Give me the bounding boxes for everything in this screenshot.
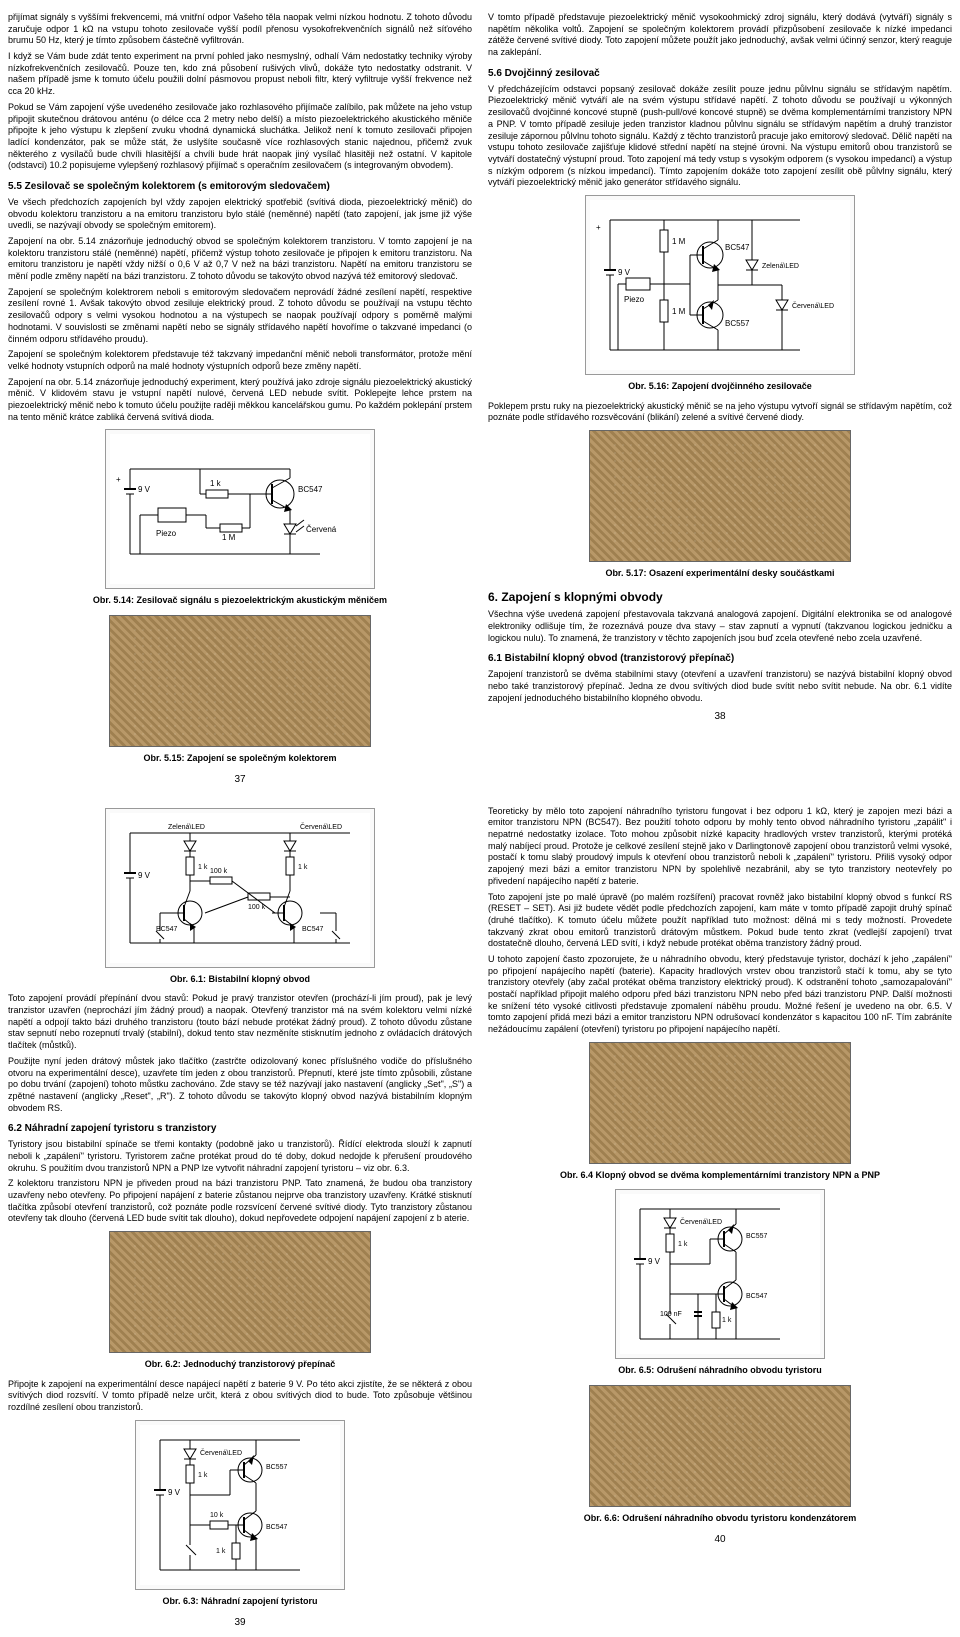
svg-text:1 M: 1 M xyxy=(672,307,686,316)
svg-text:10 k: 10 k xyxy=(210,1512,224,1519)
svg-text:1 k: 1 k xyxy=(298,864,308,871)
svg-text:9 V: 9 V xyxy=(648,1257,661,1266)
paragraph: V předcházejícím odstavci popsaný zesilo… xyxy=(488,84,952,189)
paragraph: Toto zapojení jste po malé úpravě (po ma… xyxy=(488,892,952,950)
paragraph: Zapojení se společným kolektrorem neboli… xyxy=(8,287,472,345)
svg-text:BC547: BC547 xyxy=(302,926,324,933)
svg-text:1 k: 1 k xyxy=(198,1472,208,1479)
svg-text:BC547: BC547 xyxy=(725,243,750,252)
paragraph: Použijte nyní jeden drátový můstek jako … xyxy=(8,1056,472,1114)
svg-text:BC547: BC547 xyxy=(298,485,323,494)
caption-6-1: Obr. 6.1: Bistabilní klopný obvod xyxy=(8,974,472,986)
svg-text:100 k: 100 k xyxy=(248,904,266,911)
page-number: 38 xyxy=(488,710,952,723)
svg-text:BC547: BC547 xyxy=(156,926,178,933)
page-40-right: Teoreticky by mělo toto zapojení náhradn… xyxy=(488,802,952,1629)
paragraph: Toto zapojení provádí přepínání dvou sta… xyxy=(8,993,472,1051)
heading-6: 6. Zapojení s klopnými obvody xyxy=(488,590,952,606)
paragraph: Ve všech předchozích zapojeních byl vždy… xyxy=(8,197,472,232)
svg-text:Piezo: Piezo xyxy=(156,529,177,538)
svg-text:Zelená\LED: Zelená\LED xyxy=(168,824,205,831)
caption-6-2: Obr. 6.2: Jednoduchý tranzistorový přepí… xyxy=(8,1359,472,1371)
svg-text:9 V: 9 V xyxy=(168,1488,181,1497)
svg-text:1 k: 1 k xyxy=(198,864,208,871)
caption-6-4: Obr. 6.4 Klopný obvod se dvěma komplemen… xyxy=(488,1170,952,1182)
caption-5-14: Obr. 5.14: Zesilovač signálu s piezoelek… xyxy=(8,595,472,607)
svg-text:Červená\LED: Červená\LED xyxy=(792,301,834,310)
svg-text:Piezo: Piezo xyxy=(624,295,645,304)
svg-text:Červená\LED: Červená\LED xyxy=(680,1217,722,1226)
heading-6-2: 6.2 Náhradní zapojení tyristoru s tranzi… xyxy=(8,1122,472,1135)
caption-5-15: Obr. 5.15: Zapojení se společným kolekto… xyxy=(8,753,472,765)
svg-text:Červená\LED: Červená\LED xyxy=(200,1448,242,1457)
svg-text:9 V: 9 V xyxy=(618,268,631,277)
paragraph: Zapojení na obr. 5.14 znázorňuje jednodu… xyxy=(8,377,472,424)
page-39-left: 9 V Zelená\LED 1 k Červená\LED 1 k 100 k… xyxy=(8,802,472,1629)
paragraph: V tomto případě představuje piezoelektri… xyxy=(488,12,952,59)
svg-text:9 V: 9 V xyxy=(138,871,151,880)
paragraph: Poklepem prstu ruky na piezoelektrický a… xyxy=(488,401,952,424)
svg-text:1 k: 1 k xyxy=(678,1241,688,1248)
schematic-6-1: 9 V Zelená\LED 1 k Červená\LED 1 k 100 k… xyxy=(105,808,375,968)
schematic-5-16: 9 V + 1 M 1 M Piezo BC547 xyxy=(585,195,855,375)
paragraph: Teoreticky by mělo toto zapojení náhradn… xyxy=(488,806,952,888)
svg-text:9 V: 9 V xyxy=(138,485,151,494)
svg-text:BC557: BC557 xyxy=(725,319,750,328)
paragraph: Z kolektoru tranzistoru NPN je přiveden … xyxy=(8,1178,472,1225)
paragraph: U tohoto zapojení často zpozorujete, že … xyxy=(488,954,952,1036)
paragraph: přijímat signály s vyššími frekvencemi, … xyxy=(8,12,472,47)
paragraph: Zapojení se společným kolektorem předsta… xyxy=(8,349,472,372)
paragraph: Pokud se Vám zapojení výše uvedeného zes… xyxy=(8,102,472,172)
heading-5-6: 5.6 Dvojčinný zesilovač xyxy=(488,67,952,80)
svg-text:BC557: BC557 xyxy=(266,1464,288,1471)
svg-text:1 k: 1 k xyxy=(216,1548,226,1555)
schematic-6-5: 9 V Červená\LED 1 k BC557 BC547 100 nF 1… xyxy=(615,1189,825,1359)
svg-text:1 k: 1 k xyxy=(722,1317,732,1324)
photo-5-17 xyxy=(589,430,851,562)
page-38-right: V tomto případě představuje piezoelektri… xyxy=(488,8,952,786)
page-number: 40 xyxy=(488,1533,952,1546)
heading-5-5: 5.5 Zesilovač se společným kolektorem (s… xyxy=(8,180,472,193)
page-number: 39 xyxy=(8,1616,472,1629)
svg-text:+: + xyxy=(596,223,601,232)
caption-6-5: Obr. 6.5: Odrušení náhradního obvodu tyr… xyxy=(488,1365,952,1377)
caption-6-6: Obr. 6.6: Odrušení náhradního obvodu tyr… xyxy=(488,1513,952,1525)
paragraph: Zapojení na obr. 5.14 znázorňuje jednodu… xyxy=(8,236,472,283)
svg-text:100 k: 100 k xyxy=(210,868,228,875)
heading-6-1: 6.1 Bistabilní klopný obvod (tranzistoro… xyxy=(488,652,952,665)
svg-text:BC547: BC547 xyxy=(746,1293,768,1300)
photo-6-6 xyxy=(589,1385,851,1507)
paragraph: I když se Vám bude zdát tento experiment… xyxy=(8,51,472,98)
svg-text:1 M: 1 M xyxy=(672,237,686,246)
svg-text:1 k: 1 k xyxy=(210,479,222,488)
schematic-6-3: 9 V Červená\LED 1 k BC557 BC547 10 k 1 xyxy=(135,1420,345,1590)
svg-text:BC557: BC557 xyxy=(746,1233,768,1240)
svg-text:Zelená\LED: Zelená\LED xyxy=(762,263,799,270)
paragraph: Zapojení tranzistorů se dvěma stabilními… xyxy=(488,669,952,704)
svg-text:+: + xyxy=(116,475,121,484)
schematic-5-14: + 9 V Piezo 1 k 1 M xyxy=(105,429,375,589)
page-37-left: přijímat signály s vyššími frekvencemi, … xyxy=(8,8,472,786)
page-number: 37 xyxy=(8,773,472,786)
caption-5-16: Obr. 5.16: Zapojení dvojčinného zesilova… xyxy=(488,381,952,393)
paragraph: Tyristory jsou bistabilní spínače se tře… xyxy=(8,1139,472,1174)
svg-text:Červená: Červená xyxy=(306,525,337,534)
photo-6-4 xyxy=(589,1042,851,1164)
photo-5-15 xyxy=(109,615,371,747)
svg-text:BC547: BC547 xyxy=(266,1524,288,1531)
paragraph: Připojte k zapojení na experimentální de… xyxy=(8,1379,472,1414)
svg-text:1 M: 1 M xyxy=(222,533,236,542)
caption-6-3: Obr. 6.3: Náhradní zapojení tyristoru xyxy=(8,1596,472,1608)
svg-text:Červená\LED: Červená\LED xyxy=(300,822,342,831)
caption-5-17: Obr. 5.17: Osazení experimentální desky … xyxy=(488,568,952,580)
paragraph: Všechna výše uvedená zapojení přestavova… xyxy=(488,609,952,644)
photo-6-2 xyxy=(109,1231,371,1353)
svg-text:100 nF: 100 nF xyxy=(660,1311,682,1318)
